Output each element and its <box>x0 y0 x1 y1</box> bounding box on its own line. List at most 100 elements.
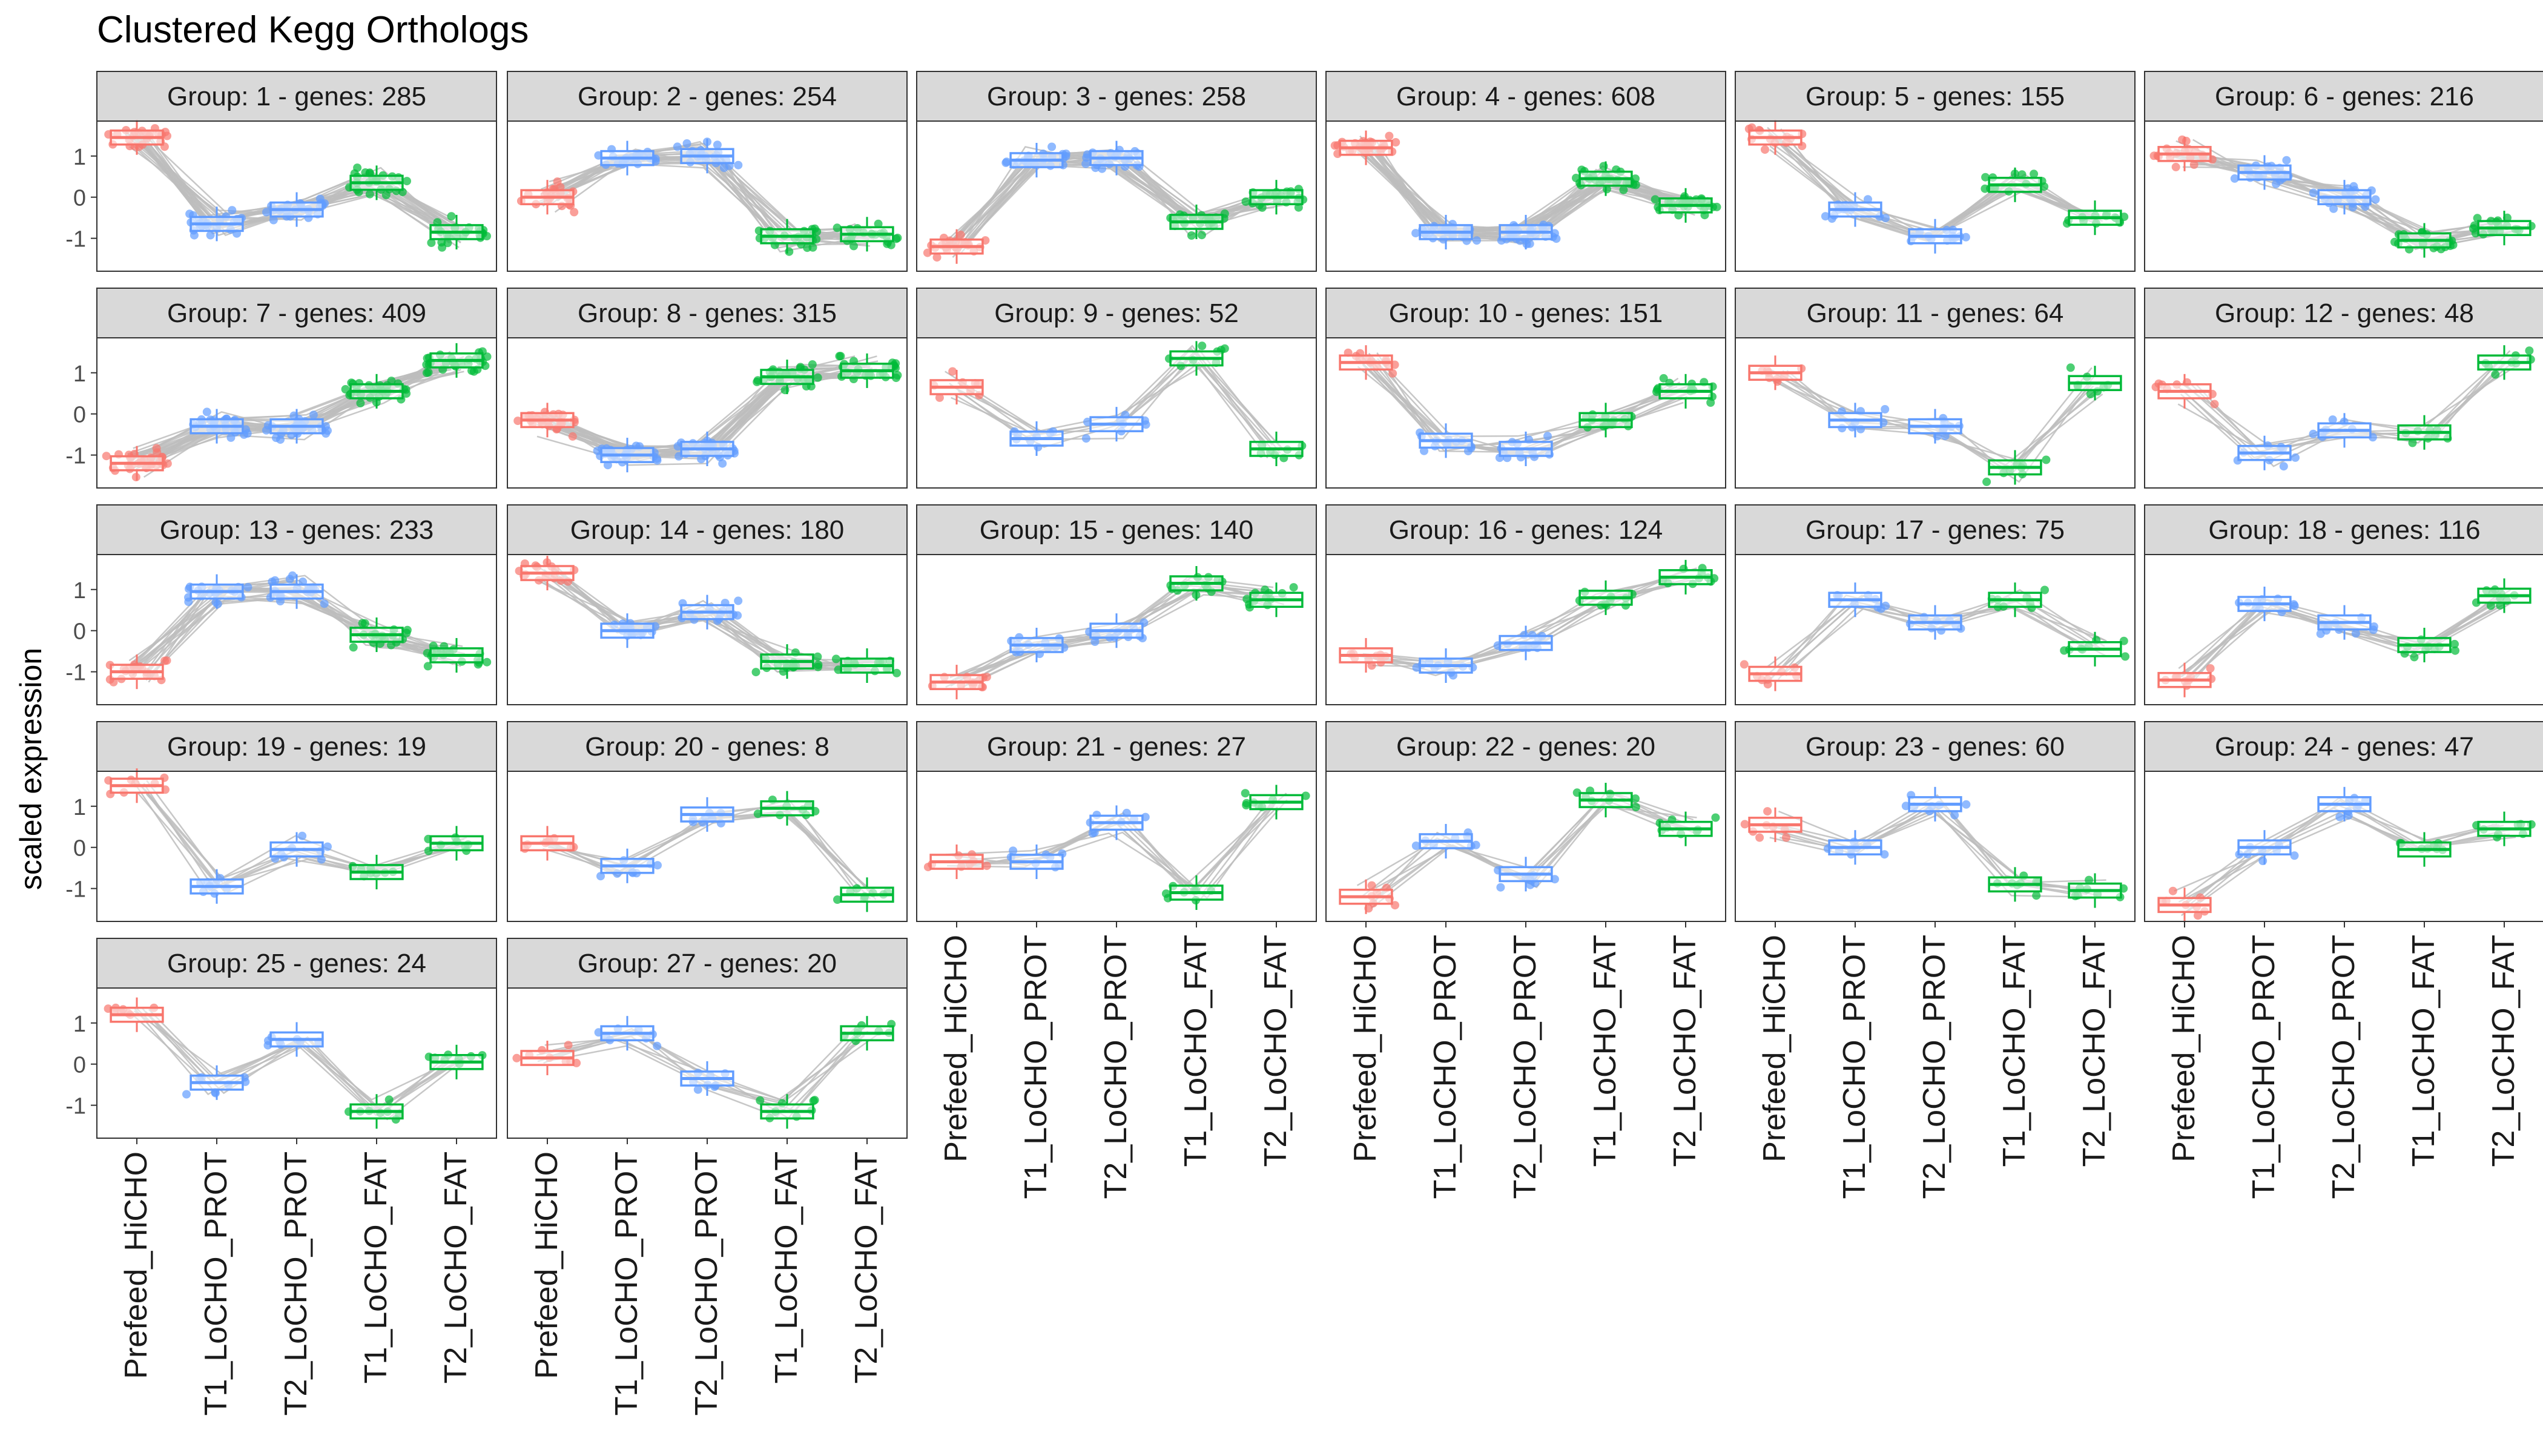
data-point <box>438 243 447 252</box>
data-point <box>2282 156 2291 165</box>
data-point <box>948 367 957 376</box>
data-point <box>756 1096 765 1105</box>
data-point <box>1982 477 1991 486</box>
x-tick-label: T2_LoCHO_PROT <box>1098 935 1133 1199</box>
panel-strip <box>96 721 497 772</box>
data-point <box>2032 891 2041 900</box>
panel-border <box>96 554 497 705</box>
y-tick-label: -1 <box>65 227 86 252</box>
panel-strip <box>96 288 497 338</box>
panel-24: Group: 24 - genes: 47 Prefeed_HiCHO T1_LoC… <box>2144 721 2543 1199</box>
data-point <box>2335 812 2344 822</box>
data-point <box>1301 791 1310 800</box>
data-point <box>2469 224 2478 233</box>
data-point <box>1496 883 1505 892</box>
data-point <box>2017 170 2027 179</box>
data-point <box>384 1095 394 1104</box>
panel-strip-label: Group: 23 - genes: 60 <box>1806 732 2065 762</box>
panel-strip-label: Group: 2 - genes: 254 <box>578 82 837 111</box>
panel-strip <box>1325 721 1726 772</box>
data-point <box>593 446 602 455</box>
data-point <box>365 189 374 199</box>
data-point <box>653 1041 662 1050</box>
data-point <box>1631 180 1640 189</box>
panel-25: Group: 25 - genes: 24 1 0 -1 Prefeed_HiCHO T1… <box>65 938 497 1415</box>
panel-strip-label: Group: 6 - genes: 216 <box>2215 82 2474 111</box>
x-tick-label: T1_LoCHO_PROT <box>609 1151 644 1415</box>
data-point <box>1388 369 1397 378</box>
data-point <box>982 861 991 871</box>
data-point <box>673 142 682 151</box>
data-point <box>182 1090 191 1099</box>
data-point <box>734 596 743 605</box>
data-point <box>1002 157 1011 166</box>
data-point <box>1009 846 1018 855</box>
data-point <box>1081 434 1090 443</box>
data-point <box>298 831 307 840</box>
y-tick-label: -1 <box>65 1094 86 1119</box>
y-tick-label: -1 <box>65 444 86 469</box>
gene-line <box>539 808 859 893</box>
x-tick-label: T2_LoCHO_FAT <box>2077 935 2112 1167</box>
data-point <box>1864 195 1872 204</box>
data-point <box>2121 652 2129 661</box>
panel-4: Group: 4 - genes: 608 <box>1325 71 1726 272</box>
data-point <box>202 407 211 417</box>
data-point <box>102 452 111 461</box>
x-tick-label: T2_LoCHO_FAT <box>2486 935 2521 1167</box>
x-tick-label: T1_LoCHO_PROT <box>199 1151 234 1415</box>
data-point <box>753 377 762 386</box>
panel-strip-label: Group: 7 - genes: 409 <box>167 298 426 328</box>
data-point <box>403 177 411 186</box>
data-point <box>751 668 760 677</box>
panel-21: Group: 21 - genes: 27 Prefeed_HiCHO T1_LoC… <box>916 721 1317 1199</box>
data-point <box>467 366 476 375</box>
data-point <box>2189 160 2198 169</box>
data-point <box>932 253 942 262</box>
panel-border <box>1735 120 2136 272</box>
panel-strip <box>1735 721 2136 772</box>
data-point <box>356 398 365 407</box>
panel-strip-label: Group: 3 - genes: 258 <box>987 82 1246 111</box>
data-point <box>1880 850 1889 859</box>
data-point <box>226 433 236 442</box>
data-point <box>2291 453 2300 462</box>
data-point <box>596 872 605 881</box>
data-point <box>874 219 883 228</box>
data-point <box>833 223 842 232</box>
data-point <box>271 576 280 585</box>
panel-strip <box>916 721 1317 772</box>
panel-border <box>916 120 1317 272</box>
data-point <box>956 230 965 239</box>
data-point <box>1901 802 1910 811</box>
panel-strip <box>916 71 1317 122</box>
panel-strip-label: Group: 12 - genes: 48 <box>2215 298 2474 328</box>
data-point <box>808 243 817 252</box>
panel-border <box>507 771 908 922</box>
panel-18: Group: 18 - genes: 116 <box>2144 504 2543 705</box>
data-point <box>341 385 350 394</box>
data-point <box>1242 799 1251 808</box>
panel-strip <box>1735 71 2136 122</box>
data-point <box>2168 886 2177 895</box>
data-point <box>1258 203 1267 212</box>
data-point <box>810 1096 819 1105</box>
x-tick-label: T2_LoCHO_PROT <box>1917 935 1952 1199</box>
data-point <box>2371 195 2380 204</box>
data-point <box>2066 363 2075 372</box>
x-tick-label: Prefeed_HiCHO <box>119 1151 154 1379</box>
panel-15: Group: 15 - genes: 140 <box>916 504 1317 705</box>
data-point <box>1367 881 1376 890</box>
data-point <box>2410 653 2419 662</box>
data-point <box>403 625 412 634</box>
data-point <box>387 377 396 386</box>
data-point <box>1552 234 1561 243</box>
panel-border <box>916 337 1317 489</box>
data-point <box>262 208 271 217</box>
data-point <box>1473 236 1481 245</box>
gene-line <box>1359 360 1698 459</box>
panel-strip <box>96 938 497 989</box>
panels: Group: 1 - genes: 285 1 0 -1 Group: 2 - gene… <box>65 71 2543 1415</box>
panel-strip-label: Group: 24 - genes: 47 <box>2215 732 2474 762</box>
data-point <box>1763 807 1772 816</box>
